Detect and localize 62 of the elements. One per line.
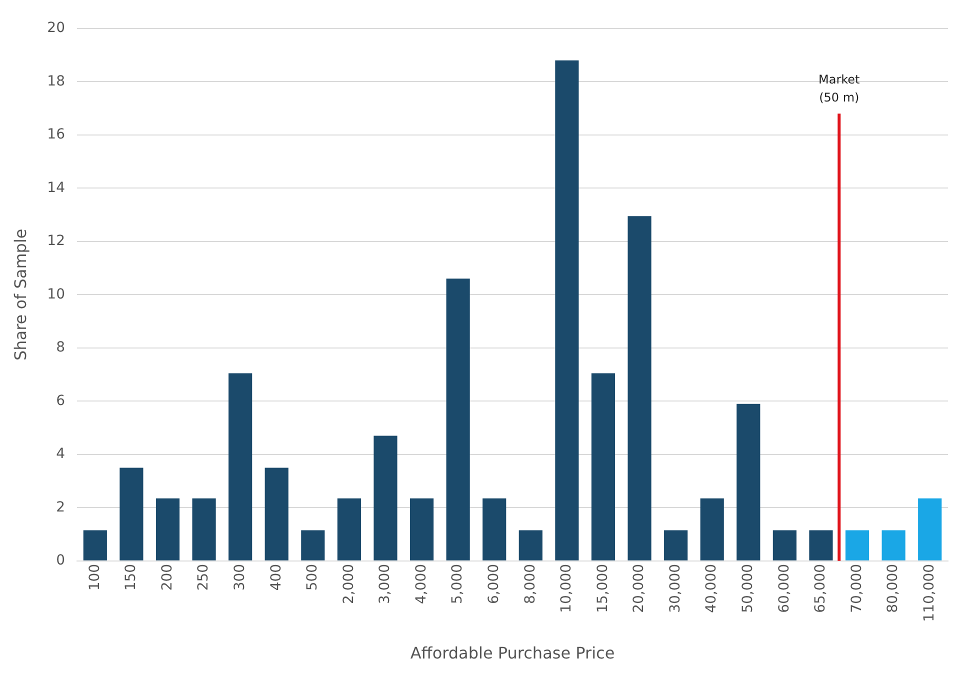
y-tick-label: 6 bbox=[56, 392, 66, 409]
bar bbox=[628, 216, 652, 560]
x-tick-label: 100 bbox=[86, 564, 103, 591]
bar bbox=[882, 530, 906, 560]
bar bbox=[700, 498, 724, 560]
x-tick-label: 200 bbox=[159, 564, 176, 591]
x-tick-label: 8,000 bbox=[522, 564, 538, 604]
x-tick-label: 10,000 bbox=[558, 564, 575, 613]
bar bbox=[192, 498, 216, 560]
y-tick-label: 2 bbox=[56, 499, 66, 516]
x-tick-label: 4,000 bbox=[413, 564, 430, 604]
x-tick-label: 5,000 bbox=[450, 564, 466, 604]
x-tick-label: 110,000 bbox=[921, 564, 938, 622]
x-tick-label: 15,000 bbox=[594, 564, 611, 613]
bar bbox=[301, 530, 325, 560]
bar bbox=[845, 530, 870, 560]
bar bbox=[374, 436, 398, 560]
bar bbox=[264, 468, 288, 560]
y-tick-label: 20 bbox=[47, 20, 66, 36]
bar bbox=[83, 530, 107, 560]
x-tick-label: 2,000 bbox=[340, 564, 357, 604]
y-tick-label: 12 bbox=[47, 233, 66, 250]
bar bbox=[772, 530, 796, 560]
y-tick-label: 18 bbox=[47, 73, 66, 90]
y-tick-label: 0 bbox=[56, 552, 66, 569]
ref-line-label: Market (50 m) bbox=[818, 72, 860, 105]
y-axis-title: Share of Sample bbox=[10, 228, 30, 361]
bar bbox=[337, 498, 361, 560]
x-tick-label: 300 bbox=[232, 564, 248, 591]
x-tick-label: 80,000 bbox=[885, 564, 902, 613]
x-tick-label: 65,000 bbox=[812, 564, 829, 613]
y-tick-label: 4 bbox=[56, 446, 66, 462]
x-tick-label: 30,000 bbox=[667, 564, 684, 613]
x-tick-label: 20,000 bbox=[631, 564, 648, 613]
bar bbox=[555, 60, 579, 560]
bar bbox=[228, 373, 252, 560]
x-tick-label: 250 bbox=[196, 564, 212, 591]
bar bbox=[736, 404, 760, 560]
x-tick-label: 3,000 bbox=[377, 564, 394, 604]
bar bbox=[664, 530, 688, 560]
x-tick-label: 60,000 bbox=[776, 564, 792, 613]
x-tick-label: 6,000 bbox=[486, 564, 502, 604]
x-tick-label: 400 bbox=[268, 564, 284, 591]
y-tick-label: 10 bbox=[47, 286, 66, 302]
x-tick-label: 50,000 bbox=[740, 564, 756, 613]
x-tick-label: 150 bbox=[123, 564, 140, 591]
x-tick-label: 500 bbox=[304, 564, 321, 591]
bar bbox=[518, 530, 542, 560]
bar bbox=[482, 498, 506, 560]
bar bbox=[410, 498, 434, 560]
x-axis-title: Affordable Purchase Price bbox=[410, 644, 615, 663]
bar bbox=[809, 530, 833, 560]
x-tick-label: 70,000 bbox=[848, 564, 865, 613]
x-tick-label: 40,000 bbox=[704, 564, 720, 613]
bar bbox=[918, 498, 942, 560]
bar bbox=[591, 373, 616, 560]
y-tick-label: 14 bbox=[47, 180, 66, 196]
y-tick-label: 16 bbox=[47, 126, 66, 143]
bar bbox=[446, 278, 470, 560]
y-tick-label: 8 bbox=[56, 340, 66, 356]
bar bbox=[156, 498, 180, 560]
bar bbox=[120, 468, 144, 560]
